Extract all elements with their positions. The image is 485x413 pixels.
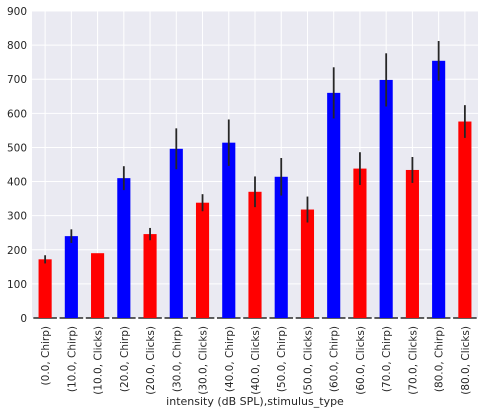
bar [143,234,157,318]
bar [458,121,472,319]
bar [117,178,131,318]
x-axis-ticks: (0.0, Chirp) (10.0, Chirp) (10.0, Clicks) (… [40,326,472,395]
y-tick-label: 300 [7,211,27,223]
y-tick-label: 400 [7,177,27,189]
x-tick-label: (10.0, Clicks) [93,326,105,395]
x-tick-label: (80.0, Clicks) [460,326,472,395]
bar [169,148,183,318]
y-tick-label: 200 [7,245,27,257]
y-tick-label: 100 [7,279,27,291]
y-tick-label: 500 [7,142,27,154]
bar [222,142,236,318]
y-tick-label: 0 [20,313,27,325]
bars [38,60,472,319]
bar [274,176,288,318]
x-tick-label: (60.0, Chirp) [329,326,341,392]
bar [91,253,105,318]
x-tick-label: (50.0, Chirp) [276,326,288,392]
x-tick-label: (70.0, Clicks) [407,326,419,395]
x-tick-label: (30.0, Chirp) [171,326,183,392]
bar [195,202,210,318]
bar [379,79,393,318]
y-tick-label: 900 [7,6,27,18]
bar [300,209,315,318]
x-tick-label: (40.0, Clicks) [250,326,262,395]
y-axis-ticks: 0 100 200 300 400 500 600 700 800 900 [7,6,27,325]
x-tick-label: (20.0, Chirp) [119,326,131,392]
x-tick-label: (80.0, Chirp) [434,326,446,392]
bar [248,191,262,318]
bar [405,169,419,318]
x-tick-label: (0.0, Chirp) [40,326,52,385]
x-tick-label: (10.0, Chirp) [66,326,78,392]
error-bars [44,41,466,264]
x-tick-label: (50.0, Clicks) [302,326,314,395]
x-tick-label: (20.0, Clicks) [145,326,157,395]
x-axis-label: intensity (dB SPL),stimulus_type [166,395,344,408]
y-tick-label: 600 [7,108,27,120]
y-tick-label: 800 [7,40,27,52]
x-tick-label: (40.0, Chirp) [224,326,236,392]
x-tick-label: (70.0, Chirp) [381,326,393,392]
bar [353,168,367,318]
bar [38,259,52,318]
x-tick-label: (30.0, Clicks) [198,326,210,395]
bar [327,92,341,318]
x-tick-label: (60.0, Clicks) [355,326,367,395]
y-tick-label: 700 [7,74,27,86]
bar [432,60,446,319]
bar [64,236,78,318]
